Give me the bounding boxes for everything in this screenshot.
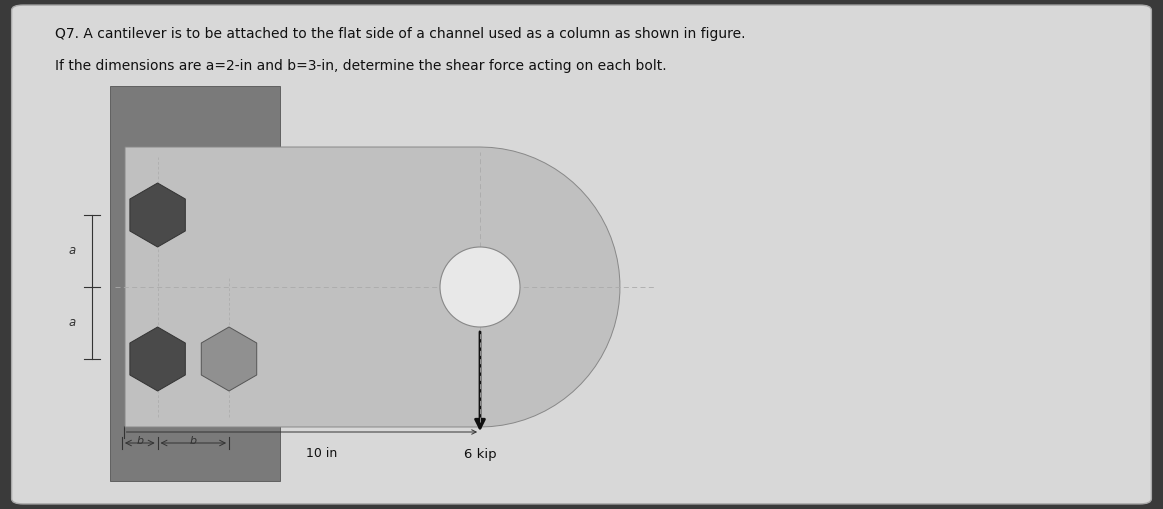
Polygon shape	[130, 183, 185, 247]
Text: b: b	[136, 436, 143, 446]
Text: 10 in: 10 in	[306, 447, 337, 460]
Text: a: a	[69, 317, 76, 329]
Text: a: a	[69, 244, 76, 258]
Circle shape	[440, 247, 520, 327]
Text: If the dimensions are a=2-in and b=3-in, determine the shear force acting on eac: If the dimensions are a=2-in and b=3-in,…	[55, 59, 666, 73]
Text: 6 kip: 6 kip	[464, 448, 497, 461]
Bar	[110, 86, 280, 481]
Text: b: b	[190, 436, 197, 446]
Polygon shape	[130, 327, 185, 391]
Polygon shape	[201, 327, 257, 391]
PathPatch shape	[124, 147, 620, 427]
Text: Q7. A cantilever is to be attached to the flat side of a channel used as a colum: Q7. A cantilever is to be attached to th…	[55, 27, 745, 41]
